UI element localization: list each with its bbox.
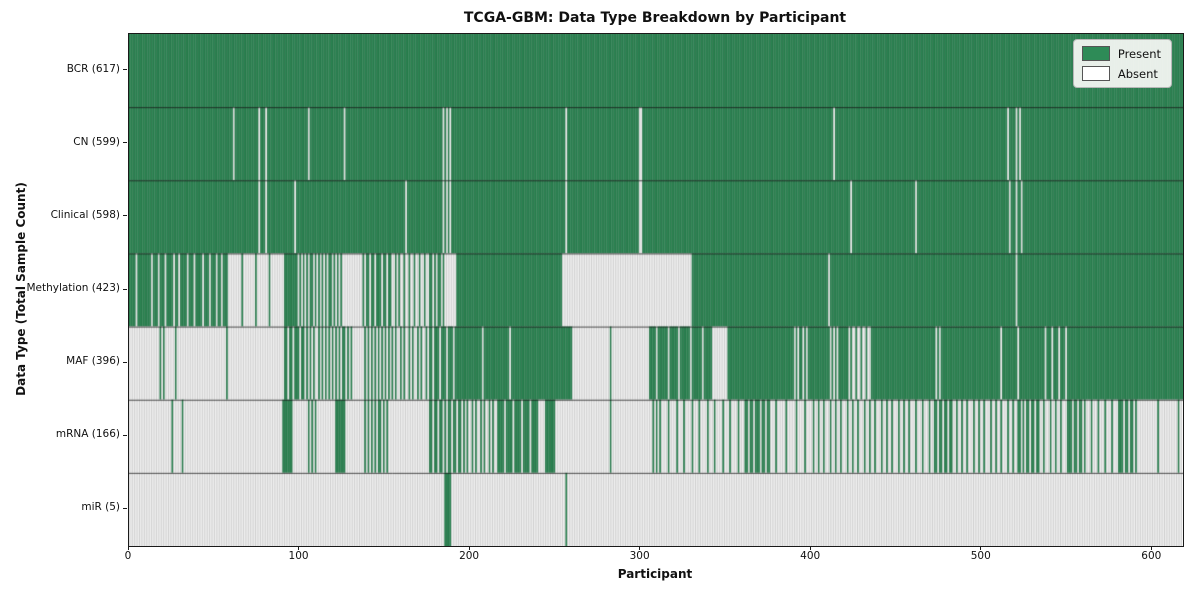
x-tick-label: 600 [1141, 550, 1162, 562]
legend-swatch-present-icon [1081, 46, 1110, 61]
x-axis-label: Participant [617, 567, 693, 581]
y-tick-label: Clinical (598) [50, 208, 120, 221]
x-tick-mark [639, 546, 641, 550]
x-tick-mark [127, 546, 129, 550]
y-tick-label: miR (5) [81, 501, 120, 514]
y-tick-label: MAF (396) [66, 355, 120, 368]
x-tick-label: 100 [288, 550, 309, 562]
legend-entry-present: Present [1081, 46, 1161, 61]
chart-title: TCGA-GBM: Data Type Breakdown by Partici… [463, 10, 847, 26]
x-tick-label: 200 [459, 550, 480, 562]
legend-label-absent: Absent [1117, 66, 1158, 81]
y-tick-label: CN (599) [73, 135, 120, 148]
x-tick-mark [298, 546, 300, 550]
y-tick-mark [123, 215, 127, 217]
y-tick-mark [123, 434, 127, 436]
x-tick-label: 300 [629, 550, 650, 562]
y-tick-mark [123, 69, 127, 71]
x-tick-mark [980, 546, 982, 550]
y-tick-mark [123, 288, 127, 290]
legend-entry-absent: Absent [1081, 66, 1161, 81]
y-tick-mark [123, 142, 127, 144]
legend: Present Absent [1072, 39, 1172, 88]
y-tick-label: Methylation (423) [26, 282, 120, 294]
x-tick-label: 400 [800, 550, 821, 562]
heatmap-canvas [129, 34, 1183, 546]
y-tick-mark [123, 361, 127, 363]
x-tick-mark [809, 546, 811, 550]
x-tick-mark [468, 546, 470, 550]
legend-label-present: Present [1117, 46, 1161, 61]
x-tick-mark [1150, 546, 1152, 550]
y-tick-mark [123, 507, 127, 509]
y-tick-label: BCR (617) [66, 62, 120, 75]
x-tick-label: 500 [970, 550, 991, 562]
legend-swatch-absent-icon [1081, 66, 1110, 81]
x-tick-label: 0 [124, 550, 132, 562]
y-tick-label: mRNA (166) [55, 428, 120, 441]
plot-area [128, 33, 1184, 547]
